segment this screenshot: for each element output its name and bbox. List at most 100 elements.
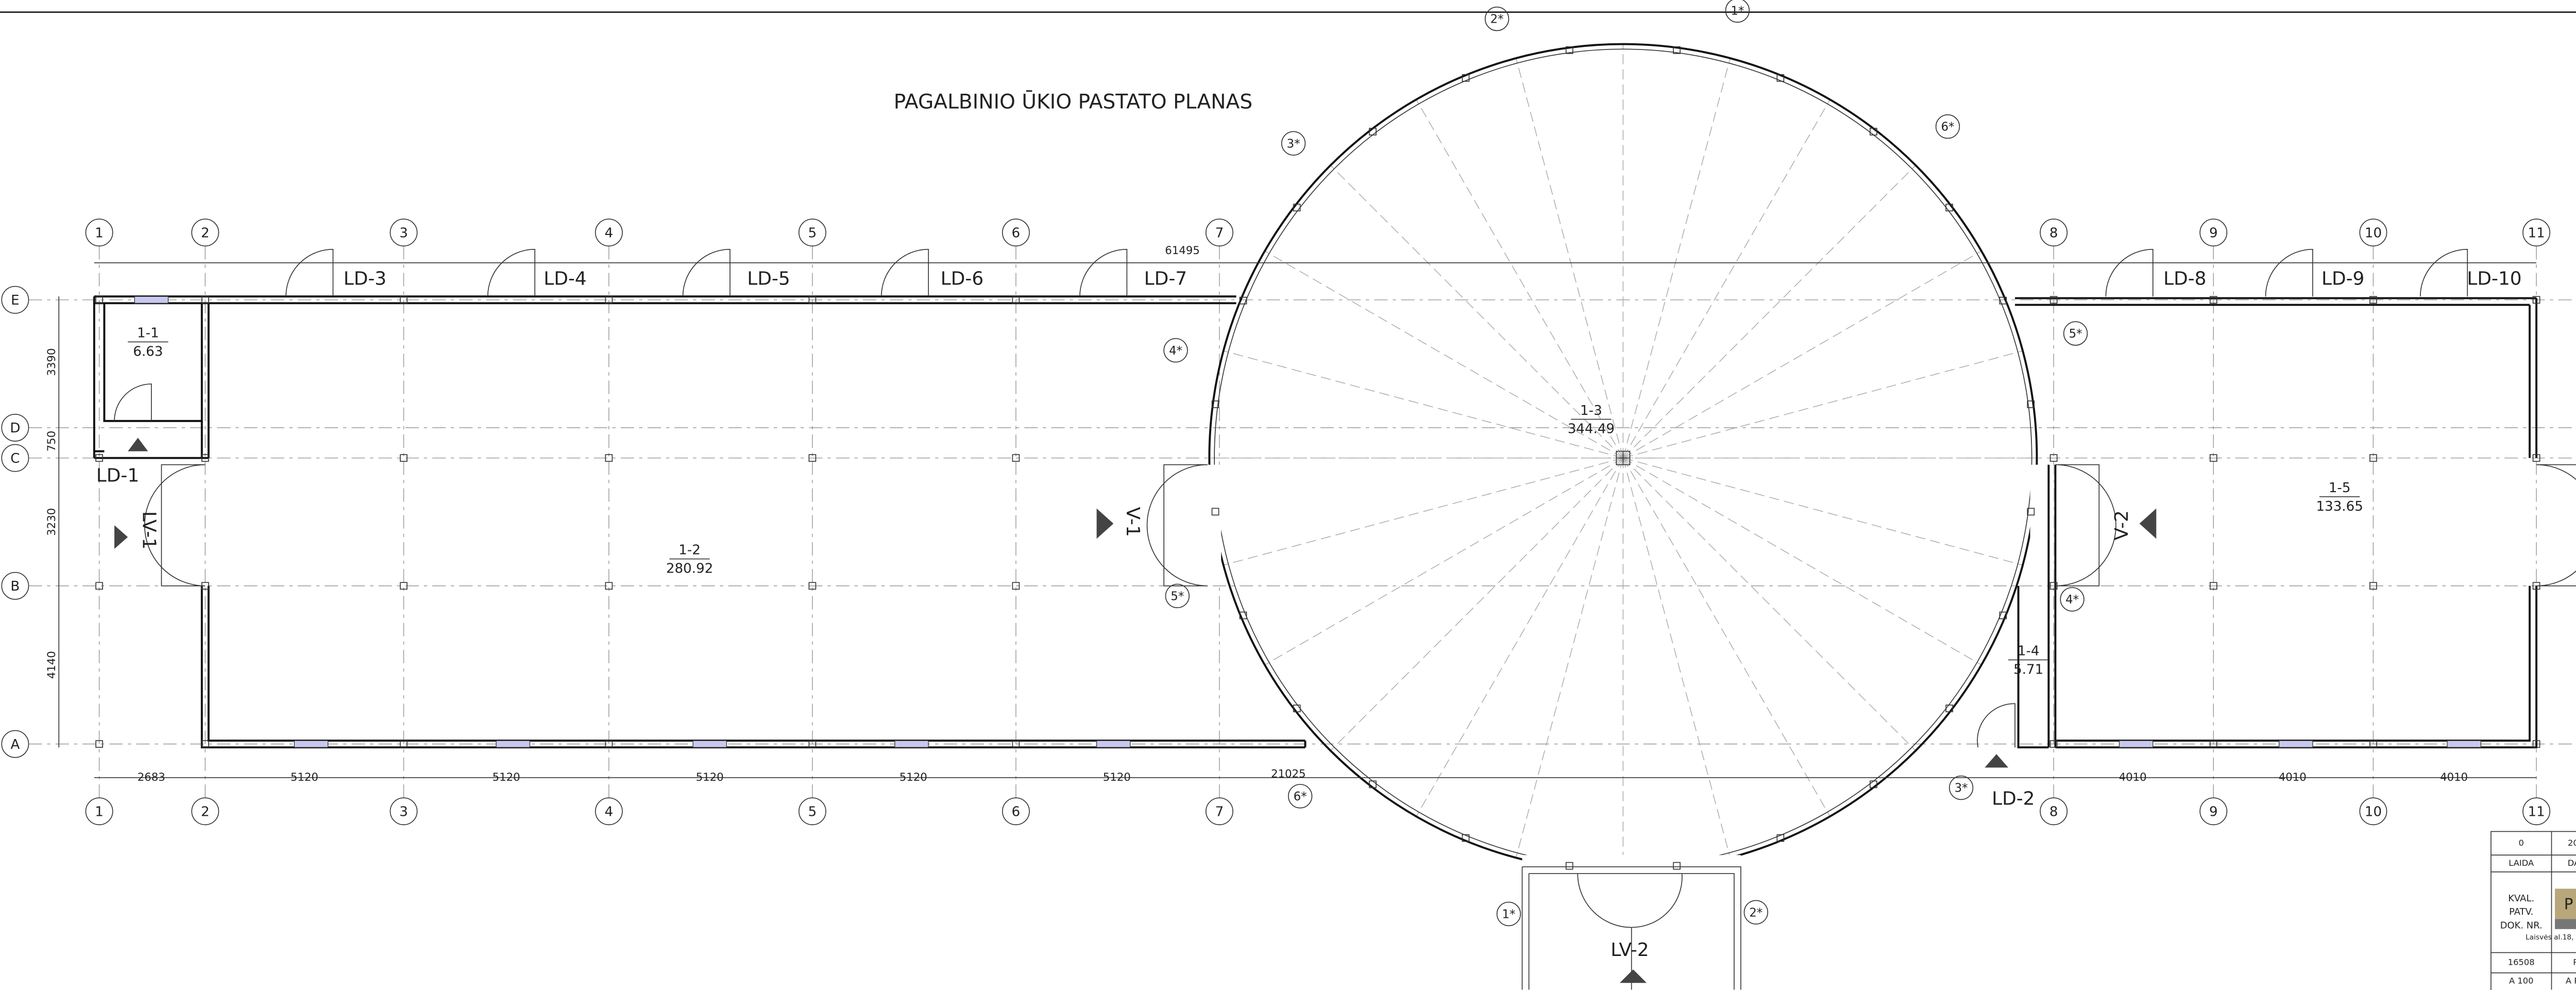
window <box>2447 741 2481 747</box>
room-id: 1-2 <box>679 543 701 558</box>
dimension: 5120 <box>696 771 724 784</box>
grid-column-label: 11 <box>2528 804 2545 819</box>
radial-axis-label: 1* <box>1502 908 1515 921</box>
grid-column-label: 4 <box>604 804 613 819</box>
dimension: 3390 <box>45 348 58 376</box>
dimension: 5120 <box>493 771 520 784</box>
grid-row-label: B <box>10 579 20 594</box>
title-block-text: 16508 <box>2508 958 2535 967</box>
dimension: 61495 <box>1165 244 1200 257</box>
dimension: 4010 <box>2440 771 2468 784</box>
window <box>496 741 530 747</box>
door-label: V-2 <box>2111 510 2132 540</box>
grid-column-label: 6 <box>1012 225 1021 241</box>
dimension: 4140 <box>45 651 58 679</box>
grid-column-label: 10 <box>2365 804 2382 819</box>
door-label: LD-9 <box>2321 269 2364 290</box>
dimension: 5120 <box>291 771 318 784</box>
logo: PANP <box>2564 895 2576 913</box>
plan-title: PAGALBINIO ŪKIO PASTATO PLANAS <box>894 90 1252 113</box>
grid-column-label: 6 <box>1012 804 1021 819</box>
window <box>294 741 328 747</box>
grid-column-label: 1 <box>95 225 104 241</box>
room-area: 344.49 <box>1568 422 1615 437</box>
room-id: 1-5 <box>2329 480 2351 496</box>
door-label: LD-4 <box>544 269 586 290</box>
door-label: V-1 <box>1122 507 1143 537</box>
grid-column-label: 11 <box>2528 225 2545 241</box>
door-label: LV-2 <box>1611 939 1649 961</box>
grid-column-label: 3 <box>399 804 408 819</box>
opening <box>1201 465 1221 583</box>
grid-column-label: 4 <box>604 225 613 241</box>
door-label: LD-2 <box>1992 788 2035 809</box>
radial-axis-label: 2* <box>1490 13 1504 26</box>
grid-column-label: 2 <box>201 804 210 819</box>
grid-column-label: 10 <box>2365 225 2382 241</box>
page: { "title": "PAGALBINIO ŪKIO PASTATO PLAN… <box>0 0 2576 990</box>
grid-row-label: A <box>10 737 20 752</box>
room-area: 6.63 <box>133 344 163 360</box>
title-block-text: 2025 <box>2568 838 2576 848</box>
room-id: 1-1 <box>137 326 159 341</box>
address: Laisvės al.18, Pa <box>2526 933 2576 942</box>
door-label: LD-6 <box>941 269 984 290</box>
grid-row-label: E <box>11 293 20 308</box>
room-id: 1-3 <box>1580 403 1602 418</box>
radial-axis-label: 6* <box>1294 790 1307 803</box>
dimension: 21025 <box>1271 767 1306 780</box>
grid-column-label: 9 <box>2209 804 2218 819</box>
window <box>895 741 928 747</box>
grid-column-label: 1 <box>95 804 104 819</box>
grid-column-label: 7 <box>1215 804 1224 819</box>
dimension: 4010 <box>2279 771 2307 784</box>
opening <box>2030 465 2054 583</box>
door-label: LD-8 <box>2163 269 2206 290</box>
radial-axis-label: 4* <box>2065 593 2079 607</box>
floor-plan: PAGALBINIO ŪKIO PASTATO PLANAS 112233445… <box>0 0 2576 990</box>
room-area: 280.92 <box>666 561 713 577</box>
dimension: 750 <box>45 431 58 452</box>
title-block-text: PATV. <box>2509 907 2533 917</box>
window <box>2119 741 2153 747</box>
window <box>693 741 726 747</box>
grid-row-label: D <box>10 421 20 436</box>
door-label: LD-7 <box>1144 269 1187 290</box>
dimension: 2683 <box>138 771 165 784</box>
title-block-text: KVAL. <box>2508 893 2534 904</box>
room-area: 5.71 <box>2013 662 2043 678</box>
radial-axis-label: 4* <box>1169 344 1182 358</box>
radial-axis-label: 1* <box>1731 4 1744 18</box>
grid-column-label: 3 <box>399 225 408 241</box>
grid-column-label: 5 <box>808 225 817 241</box>
door-label: LD-10 <box>2467 269 2521 290</box>
dimension: 4010 <box>2119 771 2147 784</box>
grid-column-label: 2 <box>201 225 210 241</box>
window <box>134 296 168 303</box>
radial-axis-label: 3* <box>1287 137 1300 150</box>
title-block-text: LAIDA <box>2509 858 2534 868</box>
room-id: 1-4 <box>2018 644 2040 659</box>
title-block-text: PV <box>2573 958 2576 967</box>
title-block-text: 0 <box>2519 838 2524 848</box>
grid-column-label: 5 <box>808 804 817 819</box>
opening <box>1522 855 1741 888</box>
grid-row-label: C <box>10 451 20 466</box>
window <box>2279 741 2313 747</box>
door-label: LV-1 <box>138 511 159 549</box>
radial-axis-label: 5* <box>2069 327 2082 341</box>
title-block-text: DOK. NR. <box>2500 920 2543 931</box>
title-block-text: DATA <box>2568 858 2576 868</box>
grid-column-label: 9 <box>2209 225 2218 241</box>
grid-column-label: 8 <box>2049 225 2058 241</box>
window <box>1097 741 1130 747</box>
room-area: 133.65 <box>2316 499 2363 514</box>
grid-column-label: 8 <box>2049 804 2058 819</box>
dimension: 5120 <box>900 771 927 784</box>
door-label: LD-1 <box>96 465 139 486</box>
dimension: 3230 <box>45 508 58 536</box>
door-label: LD-3 <box>344 269 386 290</box>
radial-axis-label: 3* <box>1955 782 1968 795</box>
radial-axis-label: 6* <box>1941 121 1955 134</box>
radial-axis-label: 5* <box>1171 590 1184 603</box>
